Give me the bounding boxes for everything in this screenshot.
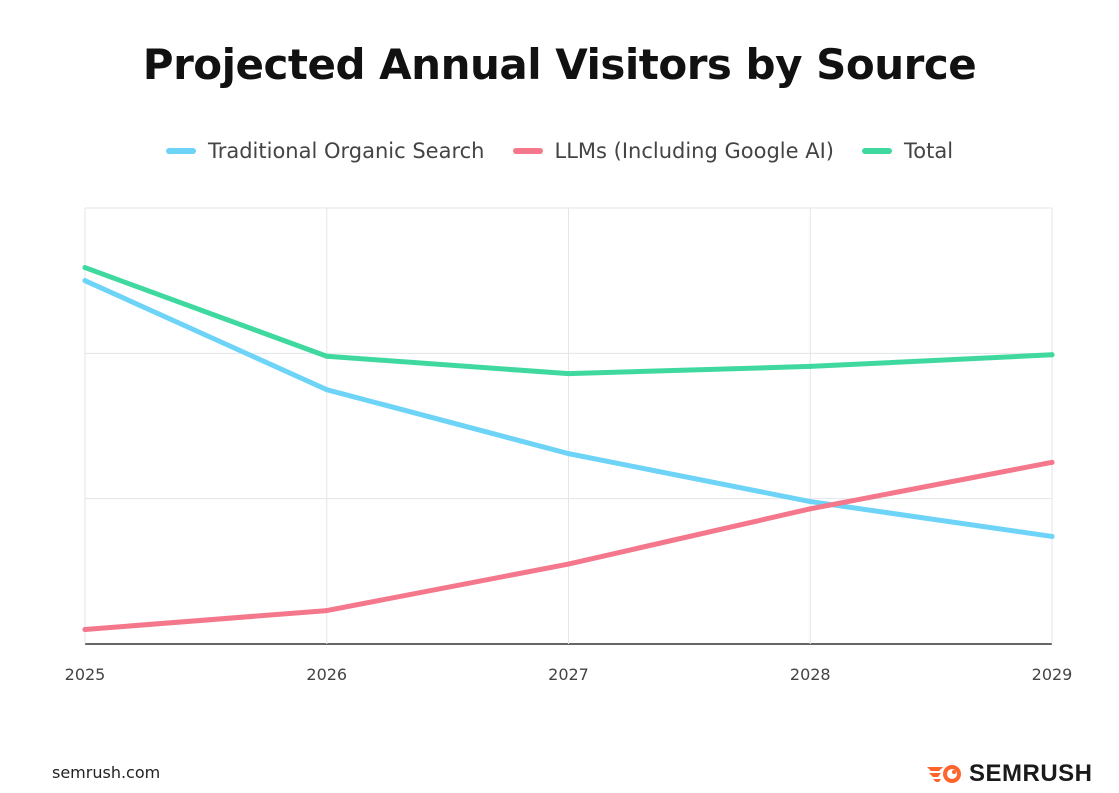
data-point (82, 278, 88, 284)
data-point (807, 363, 813, 369)
semrush-flame-icon (927, 765, 961, 783)
legend-swatch (861, 148, 892, 154)
data-point (1049, 459, 1055, 465)
data-point (566, 371, 571, 377)
data-point (1049, 352, 1055, 358)
x-tick-label: 2027 (548, 665, 589, 684)
semrush-logo: SEMRUSH (925, 760, 1093, 788)
source-text: semrush.com (52, 763, 161, 782)
legend-item-total: Total (861, 139, 954, 163)
legend-label: Total (903, 139, 954, 163)
legend-item-llms: LLMs (Including Google AI) (512, 139, 834, 163)
x-tick-label: 2025 (65, 665, 106, 684)
x-tick-label: 2029 (1032, 665, 1073, 684)
legend-label: Traditional Organic Search (207, 139, 485, 163)
legend: Traditional Organic Search LLMs (Includi… (0, 139, 1119, 163)
legend-item-organic: Traditional Organic Search (165, 139, 485, 163)
chart-title: Projected Annual Visitors by Source (142, 40, 977, 89)
data-point (324, 387, 330, 393)
data-point (324, 353, 330, 359)
legend-swatch (165, 148, 196, 154)
x-tick-label: 2028 (790, 665, 831, 684)
legend-swatch (512, 148, 543, 154)
legend-label: LLMs (Including Google AI) (554, 139, 834, 163)
x-tick-label: 2026 (306, 665, 347, 684)
data-point (82, 265, 88, 271)
data-point (566, 561, 571, 567)
data-point (807, 499, 813, 505)
data-point (82, 626, 88, 632)
data-point (324, 608, 330, 614)
logo-text: SEMRUSH (969, 760, 1093, 787)
data-point (1049, 533, 1055, 539)
data-point (807, 506, 813, 512)
data-point (566, 451, 571, 457)
